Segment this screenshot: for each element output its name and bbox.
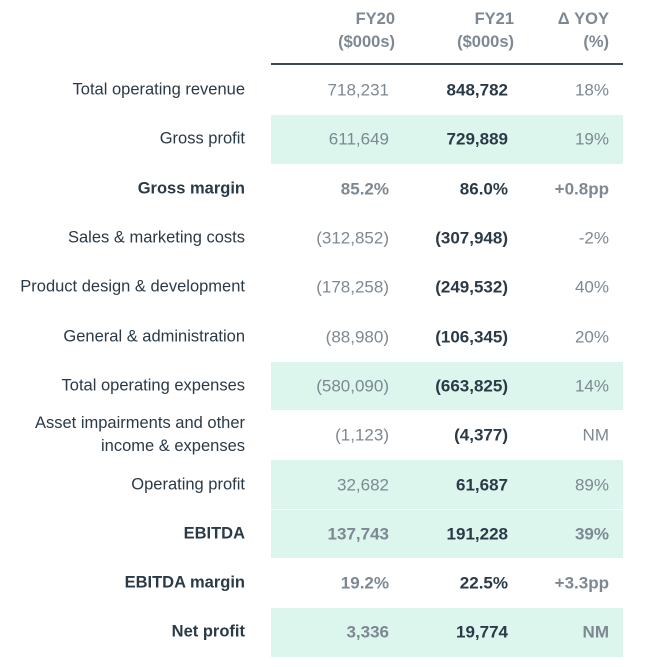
yoy-value: 19% <box>574 129 609 149</box>
table-row-net-profit: Net profit 3,336 19,774 NM <box>0 608 665 658</box>
table-row-ebitda-margin: EBITDA margin 19.2% 22.5% +3.3pp <box>0 559 665 609</box>
yoy-value: NM <box>582 622 609 642</box>
table-row-sales-marketing: Sales & marketing costs (312,852) (307,9… <box>0 214 665 264</box>
row-highlight <box>271 460 623 509</box>
row-label: Total operating revenue <box>72 80 245 99</box>
fy20-value: (178,258) <box>316 277 389 297</box>
yoy-value: 39% <box>574 524 609 544</box>
fy21-value: 19,774 <box>456 622 508 642</box>
row-label: Gross margin <box>137 179 245 198</box>
table-row-gross-margin: Gross margin 85.2% 86.0% +0.8pp <box>0 165 665 214</box>
table-row-ebitda: EBITDA 137,743 191,228 39% <box>0 509 665 559</box>
row-highlight <box>271 509 623 558</box>
fy21-value: 61,687 <box>456 475 508 495</box>
column-header-yoy: Δ YOY (%) <box>557 10 609 51</box>
yoy-value: NM <box>582 425 609 445</box>
fy20-value: (312,852) <box>316 228 389 248</box>
fy21-value: (4,377) <box>454 425 508 445</box>
fy20-value: 718,231 <box>327 80 389 100</box>
row-label: Product design & development <box>20 277 245 296</box>
yoy-value: 14% <box>574 376 609 396</box>
row-highlight <box>271 115 623 164</box>
fy21-value: 86.0% <box>459 179 508 199</box>
yoy-value: 18% <box>574 80 609 100</box>
fy20-value: 19.2% <box>340 573 389 593</box>
row-label: Asset impairments and other income & exp… <box>34 414 245 456</box>
row-label: EBITDA margin <box>124 573 245 592</box>
table-header: FY20 ($000s) FY21 ($000s) Δ YOY (%) <box>0 8 665 64</box>
table-row-total-operating-revenue: Total operating revenue 718,231 848,782 … <box>0 66 665 116</box>
fy21-value: 191,228 <box>446 524 508 544</box>
fy20-value: (88,980) <box>325 327 389 347</box>
yoy-value: +3.3pp <box>554 573 609 593</box>
fy20-value: 85.2% <box>340 179 389 199</box>
row-label: Gross profit <box>159 129 245 148</box>
column-header-fy20: FY20 ($000s) <box>338 10 395 51</box>
fy21-value: 22.5% <box>459 573 508 593</box>
fy20-value: 32,682 <box>337 475 389 495</box>
fy21-value: (307,948) <box>435 228 508 248</box>
row-label: Operating profit <box>131 475 245 494</box>
fy20-value: 3,336 <box>346 622 389 642</box>
column-header-fy21: FY21 ($000s) <box>457 10 514 51</box>
table-row-asset-impairments: Asset impairments and other income & exp… <box>0 411 665 461</box>
table-row-product-design: Product design & development (178,258) (… <box>0 263 665 313</box>
yoy-value: 89% <box>574 475 609 495</box>
yoy-value: -2% <box>578 228 609 248</box>
yoy-value: 40% <box>574 277 609 297</box>
table-row-total-operating-expenses: Total operating expenses (580,090) (663,… <box>0 361 665 412</box>
header-divider <box>271 63 623 65</box>
row-label: Sales & marketing costs <box>68 228 245 247</box>
table-row-general-administration: General & administration (88,980) (106,3… <box>0 312 665 362</box>
fy20-value: (580,090) <box>316 376 389 396</box>
fy20-value: 611,649 <box>328 129 389 149</box>
row-label: General & administration <box>63 327 245 346</box>
row-label: EBITDA <box>183 524 245 543</box>
fy21-value: 848,782 <box>446 80 508 100</box>
yoy-value: 20% <box>574 327 609 347</box>
fy21-value: (249,532) <box>435 277 508 297</box>
fy21-value: (106,345) <box>435 327 508 347</box>
fy21-value: (663,825) <box>435 376 508 396</box>
row-highlight <box>271 361 623 411</box>
table-row-gross-profit: Gross profit 611,649 729,889 19% <box>0 115 665 165</box>
row-highlight <box>271 608 623 657</box>
table-row-operating-profit: Operating profit 32,682 61,687 89% <box>0 460 665 510</box>
yoy-value: +0.8pp <box>554 179 609 199</box>
financial-table: Total operating revenue 718,231 848,782 … <box>0 66 665 658</box>
fy20-value: 137,743 <box>327 524 389 544</box>
row-label: Net profit <box>171 622 245 641</box>
fy20-value: (1,123) <box>335 425 389 445</box>
fy21-value: 729,889 <box>446 129 508 149</box>
row-label: Total operating expenses <box>61 376 245 395</box>
